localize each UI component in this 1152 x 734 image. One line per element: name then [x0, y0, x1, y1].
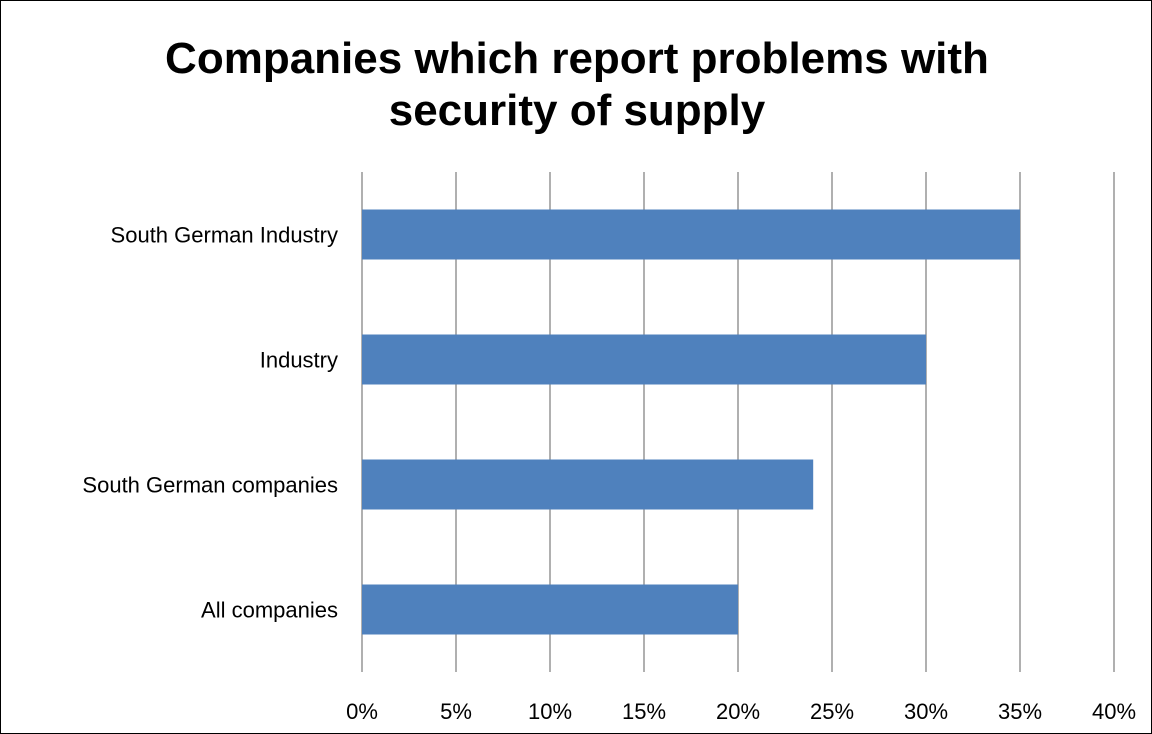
x-tick-label-20: 20%	[716, 699, 760, 724]
bar-all-companies	[362, 584, 738, 635]
chart-title-line-2: security of supply	[388, 86, 766, 135]
category-label-south-german-companies: South German companies	[82, 473, 338, 498]
x-tick-label-35: 35%	[998, 699, 1042, 724]
bar-south-german-companies	[362, 459, 814, 510]
bar-south-german-industry	[362, 209, 1020, 260]
chart-title-line-1: Companies which report problems with	[165, 34, 989, 83]
x-tick-label-5: 5%	[440, 699, 472, 724]
x-tick-label-40: 40%	[1092, 699, 1136, 724]
bar-industry	[362, 334, 926, 385]
x-tick-label-10: 10%	[528, 699, 572, 724]
category-label-south-german-industry: South German Industry	[111, 223, 338, 248]
category-labels: South German Industry Industry South Germa…	[82, 223, 338, 623]
bars	[362, 209, 1020, 635]
x-tick-labels: 0% 5% 10% 15% 20% 25% 30% 35% 40%	[346, 699, 1136, 724]
category-label-all-companies: All companies	[201, 598, 338, 623]
x-tick-label-30: 30%	[904, 699, 948, 724]
x-tick-label-25: 25%	[810, 699, 854, 724]
category-label-industry: Industry	[260, 348, 338, 373]
x-tick-label-0: 0%	[346, 699, 378, 724]
x-tick-label-15: 15%	[622, 699, 666, 724]
chart-title: Companies which report problems with sec…	[1, 33, 1152, 137]
